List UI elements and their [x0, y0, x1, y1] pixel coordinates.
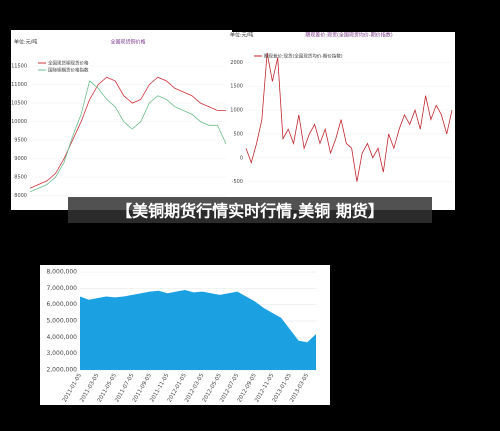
y-tick-label: 0: [240, 155, 243, 161]
line-series: [29, 76, 226, 189]
banner-bg: [68, 197, 432, 223]
y-tick-label: 8500: [14, 175, 27, 181]
line-series: [29, 80, 227, 193]
area-series: [80, 289, 316, 370]
line-series: [245, 52, 453, 182]
unit-label: 单位:元/吨: [230, 32, 253, 39]
y-tick-label: 3,000,000: [46, 350, 77, 357]
banner-title: 【美铜期货行情实时行情,美铜 期货】: [116, 202, 384, 221]
chart-title: 全国现货铜价格: [110, 39, 145, 46]
y-tick-label: 8000: [14, 193, 27, 199]
y-tick-label: -500: [232, 179, 243, 185]
y-tick-label: 8,000,000: [46, 269, 77, 276]
y-tick-label: 2000: [230, 60, 243, 66]
y-tick-label: 10500: [11, 101, 27, 107]
y-tick-label: 10000: [11, 119, 27, 125]
y-tick-label: 7,000,000: [46, 285, 77, 292]
y-tick-label: 11000: [11, 82, 27, 88]
y-tick-label: 11500: [11, 64, 27, 70]
legend-label: 期现差价:现货(全国现货均价-期价指数): [264, 53, 343, 60]
y-tick-label: 6,000,000: [46, 301, 77, 308]
unit-label: 单位:元/吨: [14, 39, 37, 46]
legend-label: 全国现货铜现货价格: [48, 60, 89, 67]
y-tick-label: 2,000,000: [46, 367, 77, 374]
y-tick-label: 500: [233, 131, 243, 137]
y-tick-label: 5,000,000: [46, 318, 77, 325]
y-tick-label: 4,000,000: [46, 334, 77, 341]
y-tick-label: 9000: [14, 156, 27, 162]
y-tick-label: 1500: [230, 84, 243, 90]
y-tick-label: 9500: [14, 138, 27, 144]
y-tick-label: 1000: [230, 108, 243, 114]
legend-label: 国际铜期货价格指数: [48, 67, 89, 74]
chart-title: 期现差价:现货(全国现货均价-期价指数): [305, 32, 392, 39]
